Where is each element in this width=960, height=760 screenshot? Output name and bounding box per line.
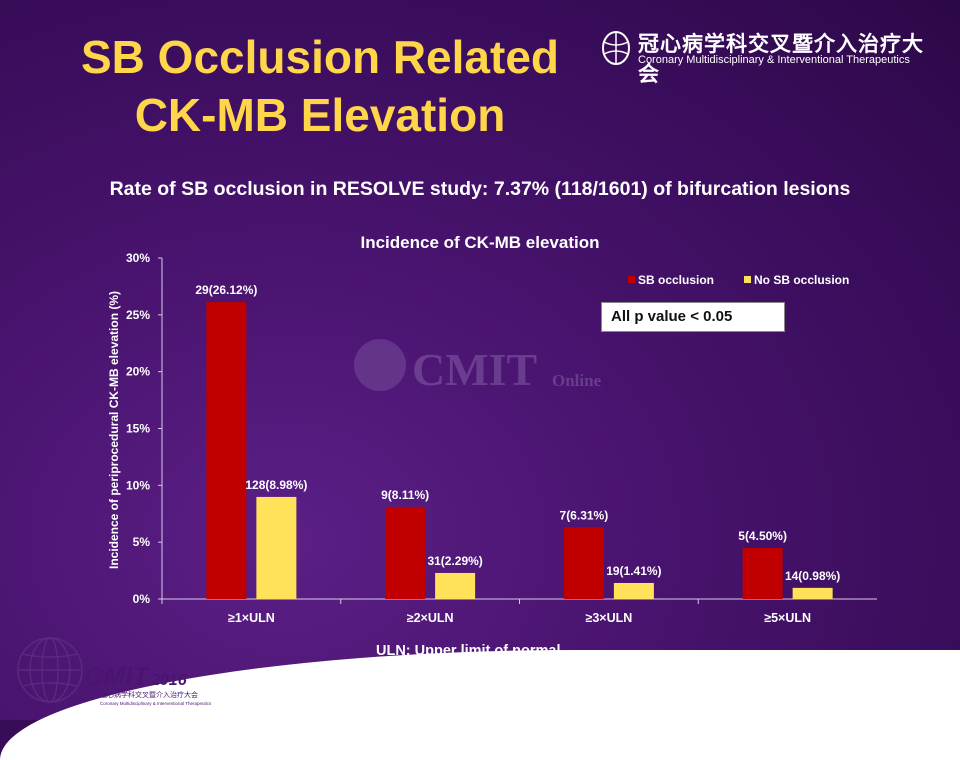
bar-no-sb-occlusion <box>792 587 833 599</box>
bar-sb-occlusion <box>742 547 783 599</box>
x-tick-label: ≥5×ULN <box>764 611 811 625</box>
data-label: 14(0.98%) <box>785 569 840 583</box>
logo-year: 2016 <box>150 672 187 689</box>
cmit-2016-logo: CMIT 2016 冠心病学科交叉暨介入治疗大会 Coronary Multid… <box>10 630 240 715</box>
legend-swatch-sb-occlusion <box>628 276 635 283</box>
title-line-2: CK-MB Elevation <box>134 89 506 141</box>
chart-legend: SB occlusion No SB occlusion <box>628 273 849 287</box>
slide-title: SB Occlusion Related CK-MB Elevation <box>20 28 620 144</box>
legend-label: SB occlusion <box>638 273 714 287</box>
watermark-suffix: Online <box>552 371 602 390</box>
p-value-box: All p value < 0.05 <box>601 302 785 332</box>
y-tick-label: 5% <box>133 535 151 549</box>
y-tick-label: 10% <box>126 478 150 492</box>
chart-title: Incidence of CK-MB elevation <box>361 233 600 252</box>
footnote-ckmb: CK-MB: Creatine kinase-myocardial band <box>376 667 661 683</box>
y-tick-label: 15% <box>126 422 150 436</box>
bar-sb-occlusion <box>563 527 604 599</box>
y-axis-label: Incidence of periprocedural CK-MB elevat… <box>107 291 121 569</box>
chart-bars: 29(26.12%) 128(8.98%) 9(8.11%) 31(2.29%) 7(6… <box>195 283 840 599</box>
watermark-text: CMIT <box>412 344 537 395</box>
x-tick-label: ≥2×ULN <box>407 611 454 625</box>
brand-english-name: Coronary Multidisciplinary & Interventio… <box>638 54 910 66</box>
data-label: 9(8.11%) <box>381 488 429 502</box>
data-label: 128(8.98%) <box>245 478 307 492</box>
brand-header: 冠心病学科交叉暨介入治疗大会 Coronary Multidisciplinar… <box>600 28 945 86</box>
legend-label: No SB occlusion <box>754 273 849 287</box>
title-line-1: SB Occlusion Related <box>80 31 559 83</box>
brand-logo-icon <box>602 31 630 65</box>
bar-sb-occlusion <box>206 302 247 599</box>
data-label: 19(1.41%) <box>606 564 661 578</box>
data-label: 5(4.50%) <box>738 529 787 543</box>
y-tick-label: 25% <box>126 308 150 322</box>
y-tick-label: 20% <box>126 365 150 379</box>
logo-en-text: Coronary Multidisciplinary & Interventio… <box>100 701 212 706</box>
ckmb-bar-chart: CMIT Online Incidence of CK-MB elevation… <box>107 233 877 625</box>
x-tick-label: ≥1×ULN <box>228 611 275 625</box>
data-label: 29(26.12%) <box>195 283 257 297</box>
y-tick-label: 0% <box>133 592 151 606</box>
data-label: 31(2.29%) <box>427 554 482 568</box>
legend-swatch-no-sb-occlusion <box>744 276 751 283</box>
cmit-globe-icon: CMIT 2016 冠心病学科交叉暨介入治疗大会 Coronary Multid… <box>17 637 212 706</box>
y-tick-label: 30% <box>126 251 150 265</box>
bar-sb-occlusion <box>385 506 426 599</box>
footnote-uln: ULN: Upper limit of normal <box>376 643 561 659</box>
bar-no-sb-occlusion <box>435 572 476 599</box>
study-subtitle: Rate of SB occlusion in RESOLVE study: 7… <box>109 178 851 200</box>
x-tick-label: ≥3×ULN <box>585 611 632 625</box>
logo-text: CMIT <box>85 661 151 691</box>
logo-cn-text: 冠心病学科交叉暨介入治疗大会 <box>100 690 198 699</box>
cmit-online-watermark: CMIT Online <box>354 339 602 395</box>
bar-no-sb-occlusion <box>256 496 297 599</box>
bar-no-sb-occlusion <box>613 582 654 599</box>
brand-chinese-name: 冠心病学科交叉暨介入治疗大会 <box>638 33 924 86</box>
data-label: 7(6.31%) <box>560 508 609 522</box>
